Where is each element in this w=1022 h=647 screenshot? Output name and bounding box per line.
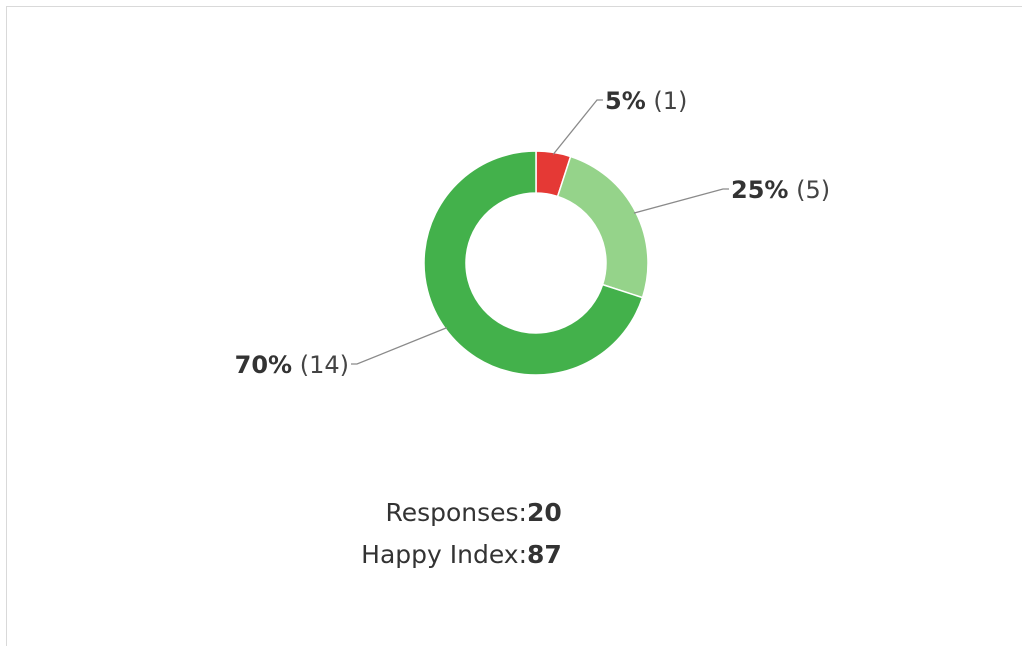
callout-line xyxy=(552,99,603,155)
slice-percent-label: 70% xyxy=(235,351,292,379)
happy-index-value: 87 xyxy=(527,540,562,569)
callout-line xyxy=(351,327,448,365)
callout-line xyxy=(633,188,729,214)
responses-value: 20 xyxy=(527,498,562,527)
slice-percent-label: 5% xyxy=(605,87,646,115)
slice-percent-label: 25% xyxy=(731,176,788,204)
slice-label: 5% (1) xyxy=(605,87,687,115)
slice-label: 25% (5) xyxy=(731,176,830,204)
donut-slice-25-percent xyxy=(556,155,649,299)
donut-chart: 5% (1) 25% (5) 70% (14) xyxy=(235,87,830,379)
happy-index-row: Happy Index: 87 xyxy=(7,535,1022,575)
slice-label: 70% (14) xyxy=(235,351,349,379)
responses-row: Responses: 20 xyxy=(7,493,1022,533)
slice-count-label: (5) xyxy=(788,176,830,204)
chart-card: 5% (1) 25% (5) 70% (14) Responses: 20 Happ… xyxy=(6,6,1022,646)
slice-count-label: (1) xyxy=(646,87,688,115)
happy-index-label: Happy Index: xyxy=(361,540,527,569)
slice-count-label: (14) xyxy=(292,351,349,379)
responses-label: Responses: xyxy=(385,498,527,527)
donut-slice-70-percent xyxy=(423,150,644,376)
